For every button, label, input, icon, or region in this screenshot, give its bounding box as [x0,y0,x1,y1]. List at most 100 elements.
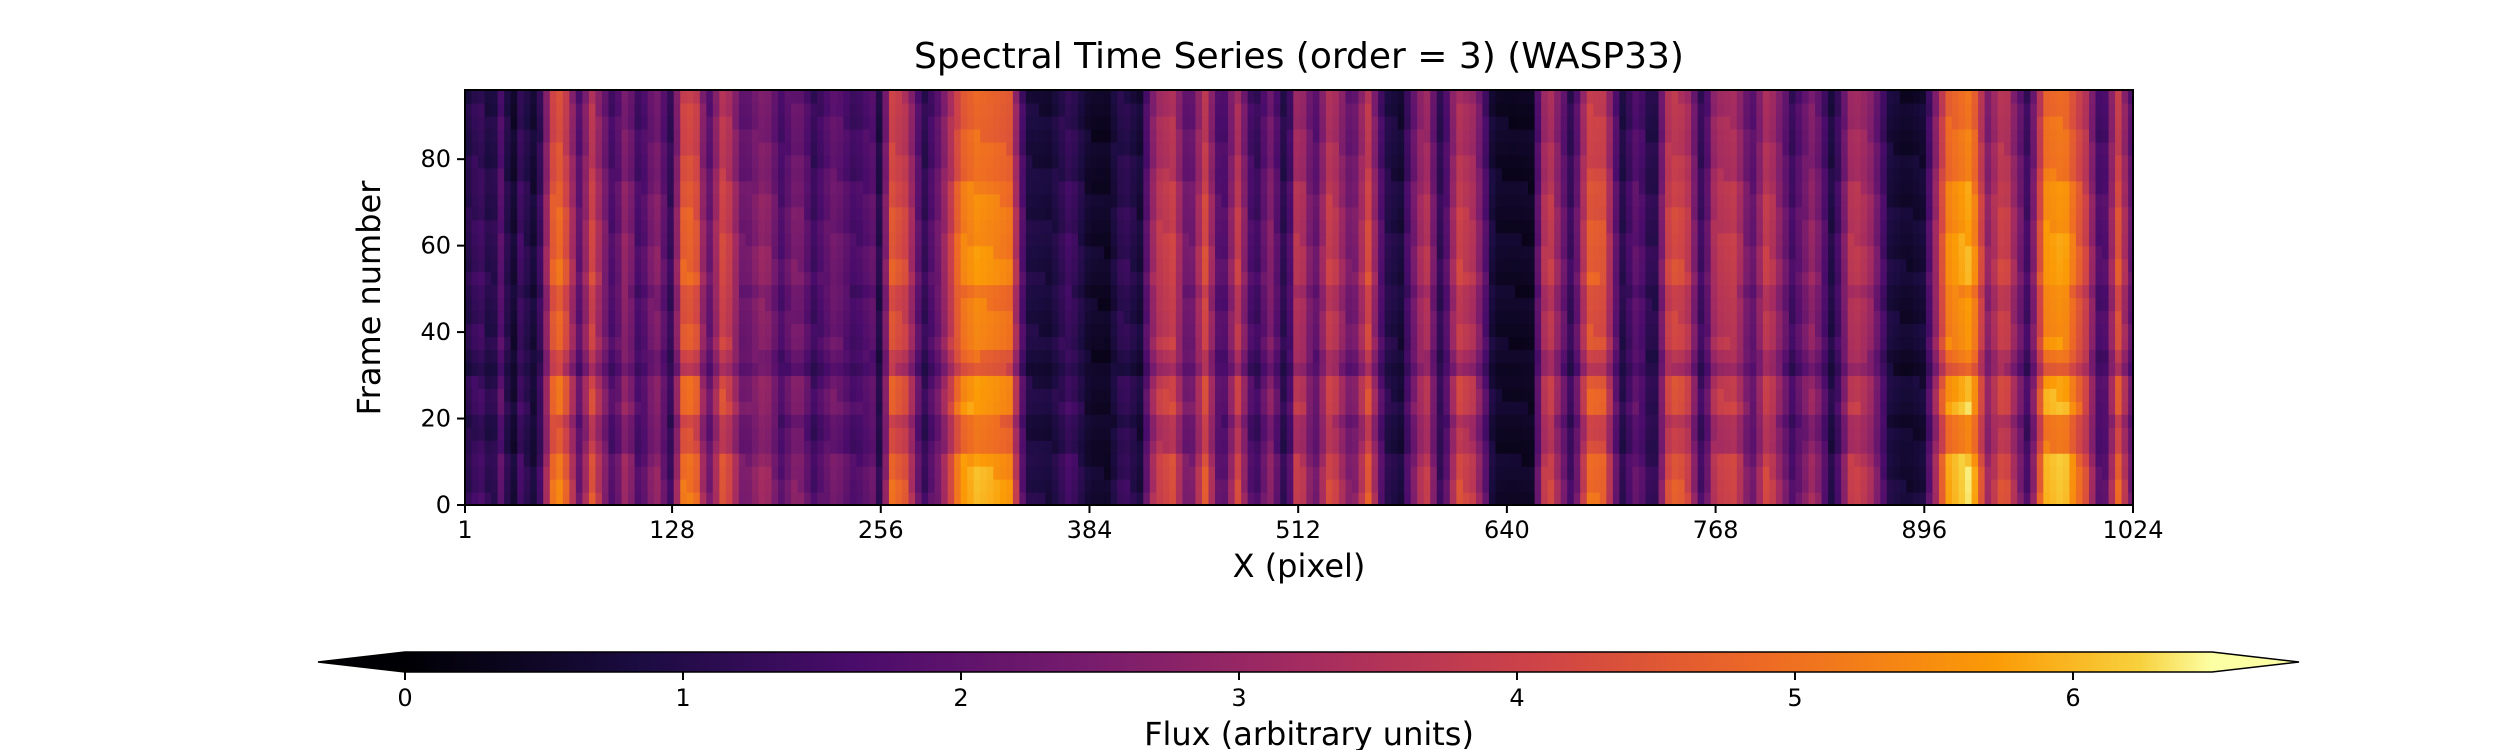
heatmap-cell [719,479,727,493]
heatmap-cell [1834,271,1842,286]
heatmap-cell [628,310,636,325]
heatmap-cell [549,362,557,376]
heatmap-cell [1104,414,1112,428]
heatmap-cell [1567,479,1575,493]
heatmap-cell [1834,284,1842,299]
heatmap-cell [1175,427,1184,441]
heatmap-cell [1697,362,1705,376]
heatmap-cell [1808,492,1816,505]
heatmap-cell [1267,375,1275,389]
heatmap-cell [1925,297,1934,312]
heatmap-cell [1338,440,1347,454]
heatmap-cell [908,310,916,325]
heatmap-cell [1436,258,1444,273]
heatmap-cell [1912,479,1920,493]
heatmap-cell [1841,401,1849,415]
heatmap-cell [1110,310,1118,325]
heatmap-cell [1756,388,1764,402]
heatmap-cell [738,258,747,273]
heatmap-cell [1599,375,1607,389]
heatmap-cell [1051,245,1060,260]
heatmap-cell [1058,284,1066,299]
heatmap-cell [1606,323,1614,338]
heatmap-cell [888,336,897,350]
heatmap-cell [1782,271,1790,286]
heatmap-cell [1417,440,1425,454]
heatmap-cell [471,245,479,260]
heatmap-cell [1443,414,1451,428]
heatmap-cell [569,492,577,505]
heatmap-cell [1117,336,1125,350]
heatmap-cell [1704,453,1712,467]
heatmap-cell [1260,336,1268,350]
heatmap-cell [1938,284,1947,299]
heatmap-cell [510,492,518,505]
heatmap-cell [921,388,929,402]
heatmap-cell [647,284,655,299]
heatmap-cell [2004,492,2012,505]
heatmap-cell [1019,466,1027,480]
heatmap-cell [634,479,642,493]
heatmap-cell [1632,362,1640,376]
heatmap-cell [615,388,623,402]
heatmap-cell [1541,271,1549,286]
heatmap-cell [1110,479,1118,493]
heatmap-cell [1684,258,1692,273]
heatmap-cell [1945,297,1953,312]
heatmap-cell [758,258,766,273]
heatmap-cell [582,388,590,402]
heatmap-cell [1201,375,1210,389]
heatmap-cell [1645,323,1653,338]
heatmap-cell [510,258,518,273]
heatmap-cell [1123,297,1131,312]
heatmap-cell [1482,336,1490,350]
heatmap-cell [1123,466,1131,480]
heatmap-cell [1652,479,1660,493]
heatmap-cell [712,258,720,273]
heatmap-cell [1117,245,1125,260]
heatmap-cell [1671,375,1679,389]
heatmap-cell [823,336,831,350]
heatmap-cell [497,375,505,389]
heatmap-cell [712,388,720,402]
heatmap-cell [673,284,681,299]
heatmap-cell [2023,453,2031,467]
heatmap-cell [1821,414,1829,428]
heatmap-cell [686,375,694,389]
heatmap-cell [758,245,766,260]
heatmap-cell [1462,271,1470,286]
heatmap-cell [1802,466,1810,480]
heatmap-cell [2043,310,2051,325]
heatmap-cell [823,323,831,338]
heatmap-cell [491,245,499,260]
heatmap-cell [1325,466,1334,480]
heatmap-cell [928,271,936,286]
heatmap-cell [647,258,655,273]
heatmap-cell [1143,401,1151,415]
heatmap-cell [1475,297,1484,312]
heatmap-cell [1502,492,1510,505]
heatmap-cell [2088,453,2097,467]
heatmap-cell [1319,414,1327,428]
heatmap-cell [1234,401,1242,415]
heatmap-cell [471,401,479,415]
heatmap-cell [908,492,916,505]
heatmap-cell [1802,388,1810,402]
heatmap-cell [1175,297,1184,312]
heatmap-cell [1091,453,1099,467]
heatmap-cell [2043,284,2051,299]
heatmap-cell [1841,362,1849,376]
heatmap-cell [875,349,884,363]
heatmap-cell [1045,323,1053,338]
heatmap-cell [706,323,714,338]
heatmap-cell [1280,310,1288,325]
heatmap-cell [980,323,988,338]
heatmap-cell [967,466,975,480]
heatmap-cell [1358,271,1366,286]
heatmap-cell [1312,492,1320,505]
heatmap-cell [1032,297,1040,312]
heatmap-cell [562,323,570,338]
heatmap-cell [1704,362,1712,376]
heatmap-cell [699,388,707,402]
heatmap-cell [491,271,499,286]
